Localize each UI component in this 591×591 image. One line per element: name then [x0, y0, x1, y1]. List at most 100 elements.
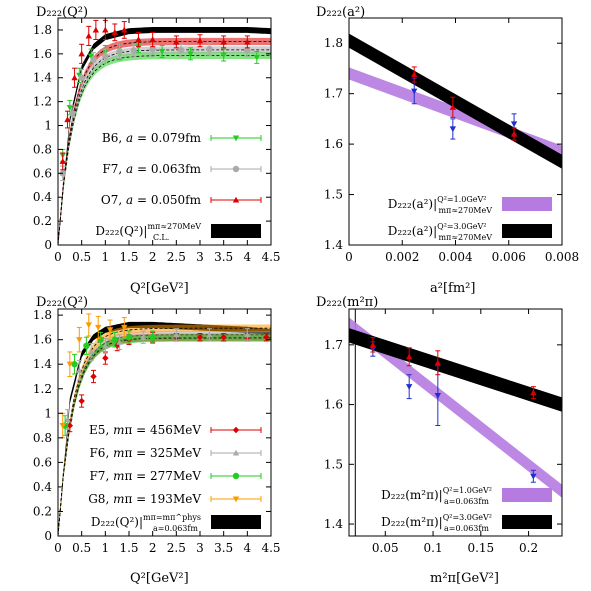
y-tick-label: 1.6: [324, 398, 343, 412]
legend-label: E5, mπ = 456MeV: [89, 423, 201, 437]
ensemble-fit-line: [58, 49, 271, 245]
legend-label-main: G8,: [88, 492, 113, 506]
x-tick-label: 4: [244, 541, 252, 555]
data-point: [220, 38, 227, 45]
legend-label-sub: C.L.: [153, 233, 169, 242]
x-tick-label: 4.5: [261, 250, 280, 264]
y-tick-label: 0.4: [33, 480, 52, 494]
data-point: [102, 53, 109, 60]
y-tick-label: 1: [44, 406, 52, 420]
data-point: [173, 38, 180, 45]
legend-entry: F6, mπ = 325MeV: [89, 446, 262, 460]
legend-swatch-band: [502, 197, 552, 211]
legend-label-sub: mπ≈270MeV: [438, 206, 492, 215]
legend-label-main: D₂₂₂(a²)|: [388, 197, 437, 211]
legend-label-main: F7,: [89, 469, 113, 483]
x-tick-label: 0.006: [492, 250, 526, 264]
data-point: [125, 334, 133, 341]
legend-swatch-band: [502, 488, 552, 502]
x-tick-label: 2.5: [167, 250, 186, 264]
legend-label-main: B6,: [102, 131, 126, 145]
data-point: [78, 397, 85, 405]
legend-label-sup: Q²=1.0GeV²: [443, 486, 492, 495]
data-point: [244, 47, 251, 54]
data-point: [149, 36, 156, 43]
legend-label: D₂₂₂(Q²)|mπ=mπ^phys a=0.063fm: [91, 513, 201, 533]
legend-label-rest: π = 325MeV: [124, 446, 201, 460]
legend-entry: G8, mπ = 193MeV: [88, 492, 262, 506]
plot-frame: [57, 17, 272, 246]
data-point: [530, 473, 537, 480]
ensemble-fit-line: [58, 41, 271, 245]
legend-entry: D₂₂₂(m²π)|Q²=3.0GeV² a=0.063fm: [381, 513, 552, 533]
panel-4: 0.05 0.1 0.15 0.21.41.51.61.7D₂₂₂(m²π)|Q²=1…: [324, 308, 563, 555]
data-point: [64, 116, 71, 123]
panel4-xlabel: m²π[GeV²]: [430, 571, 499, 586]
y-tick-label: 0: [44, 529, 52, 543]
legend-label: F7, mπ = 277MeV: [89, 469, 201, 483]
y-tick-label: 1.7: [324, 338, 343, 352]
legend-label-rest: = 0.050fm: [133, 193, 201, 207]
legend-label-main: E5,: [89, 423, 113, 437]
plot-frame: [348, 308, 563, 537]
data-point: [121, 26, 128, 33]
y-tick-label: 0.8: [33, 431, 52, 445]
x-tick-label: 4: [244, 250, 252, 264]
ensemble-fit-line: [58, 337, 271, 536]
data-point: [87, 348, 95, 355]
data-point: [510, 121, 518, 128]
panel4-ylabel: D₂₂₂(m²π): [316, 295, 378, 310]
data-point: [434, 393, 442, 399]
y-tick-label: 0.2: [33, 504, 52, 518]
legend-label-main: F6,: [89, 446, 113, 460]
legend-entry: F7, a = 0.063fm: [102, 162, 262, 176]
legend-label-italic: a: [126, 193, 133, 207]
legend-entry: D₂₂₂(m²π)|Q²=1.0GeV² a=0.063fm: [381, 486, 552, 506]
x-tick-label: 0: [345, 250, 353, 264]
panel1-ylabel: D₂₂₂(Q²): [36, 5, 88, 20]
legend-label-sub: a=0.063fm: [153, 524, 198, 533]
legend-label-sup: Q²=3.0GeV²: [443, 513, 492, 522]
y-tick-label: 1.4: [33, 71, 52, 85]
legend-swatch-marker: [232, 449, 240, 456]
data-point: [177, 47, 185, 54]
data-point: [95, 324, 102, 331]
data-point: [510, 130, 518, 137]
data-point: [76, 337, 83, 343]
x-tick-label: 0.008: [545, 250, 579, 264]
data-point: [135, 36, 142, 43]
plot-area: [349, 33, 562, 169]
data-point: [121, 324, 128, 331]
data-point: [405, 353, 413, 360]
panel2-ylabel: D₂₂₂(a²): [316, 5, 365, 20]
data-point: [66, 422, 74, 429]
data-point: [66, 361, 74, 368]
x-tick-label: 0.15: [467, 541, 494, 555]
legend-label: D₂₂₂(a²)|Q²=3.0GeV² mπ≈270MeV: [388, 222, 492, 242]
legend-label: D₂₂₂(m²π)|Q²=1.0GeV² a=0.063fm: [381, 486, 492, 506]
legend-label-main: D₂₂₂(m²π)|: [381, 515, 443, 529]
panel-1: 0 0.5 1 1.5 2 2.5 3 3.5 4 4.5 0 0.2 0.4 0.6 0.8 1 1.2 1.4…: [33, 17, 281, 264]
legend-label-main: F7,: [102, 162, 126, 176]
data-point: [411, 88, 418, 95]
legend-entry: E5, mπ = 456MeV: [89, 423, 262, 437]
data-point: [71, 74, 78, 81]
legend-entry: O7, a = 0.050fm: [101, 193, 262, 207]
data-point: [69, 110, 76, 117]
legend-swatch-marker: [232, 426, 240, 434]
y-tick-label: 1.8: [324, 36, 343, 50]
fit-band: [349, 33, 562, 169]
legend-label-main: D₂₂₂(Q²)|: [91, 515, 143, 529]
x-tick-label: 0.2: [519, 541, 538, 555]
ensemble-fit-line: [58, 55, 271, 245]
legend-label-italic: a: [126, 162, 133, 176]
legend-entry: D₂₂₂(a²)|Q²=3.0GeV² mπ≈270MeV: [388, 222, 552, 242]
legend-label-rest: π = 193MeV: [124, 492, 201, 506]
legend-label-sub: mπ≈270MeV: [438, 233, 492, 242]
data-point: [71, 361, 78, 368]
legend-label-sup: mπ≈270MeV: [147, 222, 201, 231]
legend-label-main: D₂₂₂(a²)|: [388, 224, 437, 238]
x-tick-label: 2: [149, 250, 157, 264]
legend-swatch-band: [211, 224, 261, 238]
y-tick-label: 1.8: [33, 23, 52, 37]
